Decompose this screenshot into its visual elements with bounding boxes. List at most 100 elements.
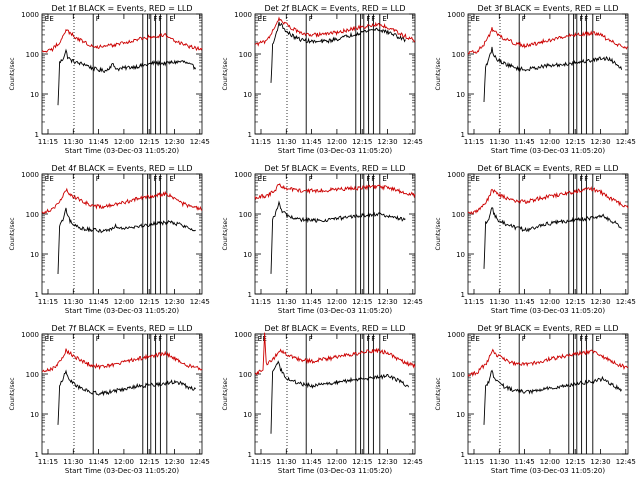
y-tick-label: 100 (239, 371, 252, 379)
series-lld (41, 187, 203, 214)
flag-label: F (584, 175, 588, 183)
x-tick-label: 12:00 (327, 458, 347, 466)
flag-label: F (522, 15, 526, 23)
y-tick-label: 10 (243, 251, 252, 259)
series-events (270, 21, 406, 83)
y-axis-label: Counts/sec (435, 57, 442, 90)
x-tick-label: 12:00 (540, 458, 560, 466)
y-tick-label: 1 (461, 131, 465, 139)
flag-label: F (366, 335, 370, 343)
y-tick-label: 1 (461, 291, 465, 299)
x-tick-label: 12:45 (403, 138, 423, 146)
x-tick-label: 12:00 (114, 298, 134, 306)
series-lld (467, 186, 629, 216)
panel-det-7f: Det 7f BLACK = Events, RED = LLD 1 10 100 10… (9, 324, 210, 475)
x-tick-label: 11:45 (89, 458, 109, 466)
flag-label: F (309, 175, 313, 183)
y-tick-label: 10 (30, 411, 39, 419)
y-tick-label: 10 (456, 251, 465, 259)
panel-title: Det 4f BLACK = Events, RED = LLD (51, 164, 192, 173)
flag-label: E (169, 335, 173, 343)
x-tick-label: 12:00 (327, 138, 347, 146)
flag-label: E (262, 175, 266, 183)
x-tick-label: 12:15 (139, 138, 159, 146)
x-tick-label: 12:15 (352, 458, 372, 466)
x-tick-label: 12:45 (190, 138, 210, 146)
y-axis-label: Counts/sec (222, 377, 229, 410)
plot-frame (41, 333, 203, 455)
series-events (270, 200, 406, 274)
series-events (57, 48, 197, 106)
x-tick-label: 12:30 (164, 458, 184, 466)
plot-frame (254, 173, 416, 295)
x-tick-label: 12:15 (139, 298, 159, 306)
x-tick-label: 11:15 (38, 458, 58, 466)
y-tick-label: 10 (30, 251, 39, 259)
x-tick-label: 12:30 (590, 458, 610, 466)
y-tick-label: 10 (243, 91, 252, 99)
flag-label: E (169, 175, 173, 183)
flag-label: E (382, 15, 386, 23)
flag-label: F (579, 175, 583, 183)
x-tick-label: 12:15 (139, 458, 159, 466)
x-tick-label: 11:30 (276, 298, 296, 306)
x-axis-label: Start Time (03-Dec-03 11:05:20) (491, 467, 605, 475)
plot-frame (254, 333, 416, 455)
series-events (483, 369, 622, 425)
x-tick-label: 12:30 (590, 298, 610, 306)
flag-label: E (49, 175, 53, 183)
x-tick-label: 12:45 (616, 458, 636, 466)
flag-label: F (579, 335, 583, 343)
x-tick-label: 12:30 (377, 138, 397, 146)
panel-det-1f: Det 1f BLACK = Events, RED = LLD 1 10 100 10… (9, 4, 210, 155)
x-tick-label: 12:45 (403, 458, 423, 466)
y-axis-label: Counts/sec (222, 57, 229, 90)
x-tick-label: 12:45 (190, 458, 210, 466)
x-tick-label: 12:45 (403, 298, 423, 306)
x-tick-label: 12:45 (616, 298, 636, 306)
y-tick-label: 100 (452, 371, 465, 379)
y-tick-label: 100 (239, 211, 252, 219)
y-tick-label: 10 (243, 411, 252, 419)
x-tick-label: 12:00 (540, 138, 560, 146)
flag-label: F (153, 15, 157, 23)
panel-title: Det 5f BLACK = Events, RED = LLD (264, 164, 405, 173)
flag-label: F (309, 335, 313, 343)
x-axis-label: Start Time (03-Dec-03 11:05:20) (491, 307, 605, 315)
y-tick-label: 100 (26, 211, 39, 219)
plot-frame (41, 13, 203, 135)
y-tick-label: 1000 (21, 331, 39, 339)
flag-label: E (471, 335, 475, 343)
flag-label: F (522, 175, 526, 183)
x-tick-label: 12:45 (616, 138, 636, 146)
y-tick-label: 1000 (447, 331, 465, 339)
x-tick-label: 11:15 (251, 138, 271, 146)
flag-label: E (49, 335, 53, 343)
flag-label: E (595, 335, 599, 343)
x-tick-label: 12:30 (377, 298, 397, 306)
y-axis-label: Counts/sec (435, 377, 442, 410)
x-tick-label: 11:45 (89, 138, 109, 146)
flag-label: E (475, 15, 479, 23)
panel-title: Det 9f BLACK = Events, RED = LLD (477, 324, 618, 333)
plot-frame (467, 333, 629, 455)
x-tick-label: 11:45 (302, 138, 322, 146)
x-tick-label: 11:45 (302, 298, 322, 306)
flag-label: E (471, 15, 475, 23)
flag-label: E (382, 335, 386, 343)
y-tick-label: 1 (35, 131, 39, 139)
y-tick-label: 100 (26, 371, 39, 379)
series-events (270, 360, 410, 434)
panel-det-8f: Det 8f BLACK = Events, RED = LLD 1 10 100 10… (222, 324, 423, 475)
series-events (483, 207, 622, 269)
flag-label: F (153, 335, 157, 343)
x-tick-label: 11:45 (515, 138, 535, 146)
series-lld (254, 332, 416, 376)
y-tick-label: 1000 (21, 171, 39, 179)
flag-label: F (371, 335, 375, 343)
series-lld (41, 28, 203, 53)
x-tick-label: 11:30 (276, 138, 296, 146)
flag-label: E (45, 175, 49, 183)
x-axis-label: Start Time (03-Dec-03 11:05:20) (278, 467, 392, 475)
x-tick-label: 11:45 (515, 298, 535, 306)
